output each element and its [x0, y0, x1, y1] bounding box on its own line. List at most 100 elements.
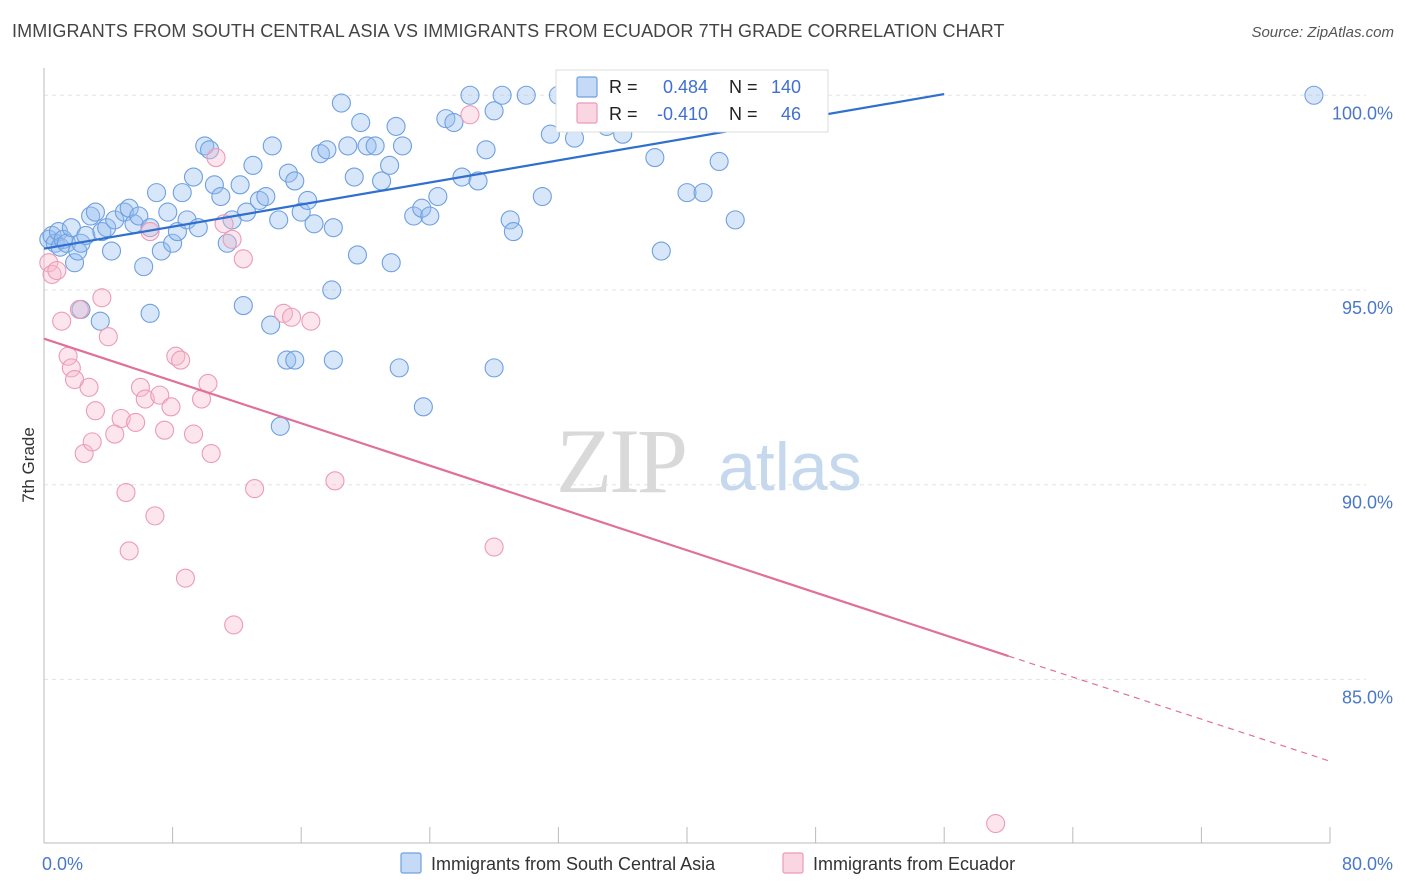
point-ecuador-40 [301, 311, 321, 331]
stats-n-label-1: N = [729, 104, 758, 124]
point-south-central-asia-103 [389, 358, 409, 378]
point-south-central-asia-99 [322, 280, 342, 300]
tick-labels: 100.0% 95.0% 90.0% 85.0% 0.0% 80.0% [42, 103, 1393, 874]
watermark: ZIP atlas [556, 410, 862, 512]
point-ecuador-41 [325, 471, 345, 491]
legend-swatch-south-central-asia [400, 852, 422, 874]
point-ecuador-9 [79, 377, 99, 397]
point-ecuador-25 [161, 397, 181, 417]
point-ecuador-12 [92, 288, 112, 308]
point-south-central-asia-79 [540, 124, 560, 144]
point-south-central-asia-104 [413, 397, 433, 417]
point-south-central-asia-88 [677, 183, 697, 203]
point-ecuador-10 [82, 432, 102, 452]
points-ecuador [39, 105, 1006, 834]
point-south-central-asia-54 [331, 93, 351, 113]
point-south-central-asia-50 [304, 214, 324, 234]
point-ecuador-19 [130, 377, 150, 397]
point-ecuador-16 [116, 482, 136, 503]
point-south-central-asia-100 [323, 350, 343, 370]
x-tick-label-0: 0.0% [42, 854, 83, 874]
point-ecuador-7 [69, 299, 89, 320]
point-south-central-asia-26 [158, 202, 178, 222]
point-south-central-asia-53 [323, 218, 343, 238]
point-south-central-asia-94 [140, 303, 160, 323]
point-south-central-asia-78 [532, 186, 552, 207]
point-south-central-asia-15 [97, 218, 117, 238]
point-ecuador-5 [61, 358, 81, 378]
point-south-central-asia-52 [317, 140, 337, 160]
axes [43, 68, 1331, 844]
point-south-central-asia-98 [285, 350, 305, 370]
stats-r-value-1: -0.410 [657, 104, 708, 124]
point-ecuador-33 [206, 148, 226, 168]
point-south-central-asia-64 [404, 206, 424, 226]
point-south-central-asia-45 [269, 210, 289, 230]
y-tick-label-1: 95.0% [1342, 298, 1393, 318]
point-south-central-asia-41 [243, 155, 263, 175]
point-south-central-asia-105 [484, 358, 504, 378]
point-south-central-asia-93 [90, 311, 110, 331]
point-south-central-asia-31 [183, 167, 204, 187]
point-ecuador-11 [85, 401, 105, 421]
point-south-central-asia-73 [476, 140, 496, 160]
point-ecuador-22 [145, 506, 165, 526]
point-ecuador-15 [111, 408, 131, 429]
point-south-central-asia-21 [129, 206, 149, 226]
y-axis-label: 7th Grade [19, 427, 38, 503]
point-south-central-asia-108 [270, 416, 290, 436]
stats-legend: R = 0.484 N = 140 R = -0.410 N = 46 [555, 69, 829, 133]
point-south-central-asia-48 [291, 202, 311, 222]
point-ecuador-43 [484, 537, 504, 557]
point-south-central-asia-34 [200, 140, 220, 160]
point-south-central-asia-65 [412, 198, 432, 218]
legend-label-ecuador: Immigrants from Ecuador [813, 854, 1015, 874]
point-ecuador-39 [282, 307, 302, 327]
stats-swatch-pink [576, 102, 598, 124]
point-south-central-asia-43 [256, 186, 276, 207]
point-ecuador-35 [222, 229, 242, 249]
point-south-central-asia-16 [101, 241, 122, 261]
watermark-zip: ZIP [556, 410, 685, 512]
point-ecuador-23 [150, 385, 170, 405]
y-tick-label-3: 85.0% [1342, 687, 1393, 707]
point-south-central-asia-76 [500, 210, 520, 230]
stats-r-value-0: 0.484 [663, 77, 708, 97]
point-south-central-asia-90 [709, 151, 729, 172]
trend-line-ecuador-extension [1008, 655, 1331, 762]
stats-swatch-blue [576, 76, 598, 98]
trend-line-ecuador [43, 337, 1009, 658]
point-ecuador-17 [119, 541, 139, 561]
point-south-central-asia-39 [230, 175, 250, 195]
legend-label-south-central-asia: Immigrants from South Central Asia [431, 854, 716, 874]
point-south-central-asia-67 [428, 186, 448, 207]
point-south-central-asia-89 [693, 183, 713, 203]
point-ecuador-29 [183, 424, 204, 444]
point-ecuador-20 [135, 389, 155, 409]
chart-title: IMMIGRANTS FROM SOUTH CENTRAL ASIA VS IM… [12, 21, 1005, 41]
point-ecuador-13 [98, 327, 118, 347]
point-south-central-asia-107 [651, 241, 671, 261]
point-ecuador-42 [460, 105, 480, 125]
point-south-central-asia-97 [277, 350, 297, 370]
point-south-central-asia-61 [380, 155, 400, 175]
point-south-central-asia-22 [134, 257, 154, 277]
legend-swatch-ecuador [782, 852, 804, 874]
point-south-central-asia-63 [392, 136, 413, 156]
point-south-central-asia-47 [285, 171, 305, 191]
point-ecuador-37 [245, 479, 265, 499]
point-south-central-asia-74 [484, 101, 504, 121]
point-ecuador-0 [39, 253, 59, 273]
point-ecuador-8 [74, 444, 94, 464]
point-south-central-asia-57 [351, 112, 371, 133]
point-south-central-asia-91 [725, 210, 745, 230]
point-south-central-asia-86 [645, 148, 665, 168]
point-south-central-asia-59 [365, 136, 385, 156]
point-south-central-asia-49 [298, 190, 318, 210]
stats-box-frame [555, 69, 829, 133]
point-south-central-asia-72 [468, 171, 488, 191]
point-south-central-asia-44 [262, 136, 282, 156]
point-south-central-asia-25 [151, 241, 171, 261]
point-ecuador-18 [126, 412, 146, 432]
